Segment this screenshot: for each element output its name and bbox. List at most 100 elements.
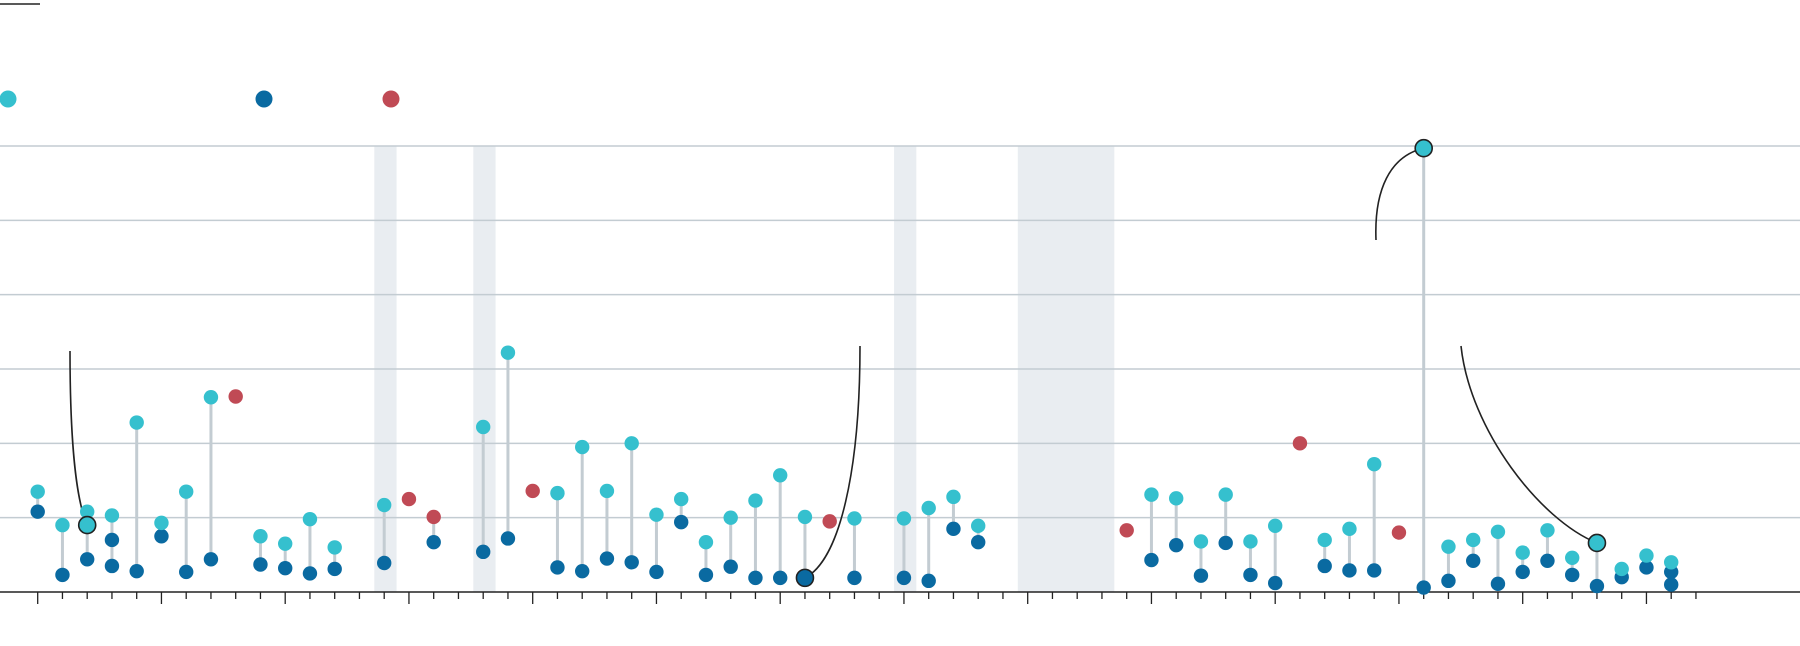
low-point	[723, 559, 738, 574]
low-point	[1268, 575, 1283, 591]
high-point	[154, 515, 169, 531]
annotation-leader-line	[69, 350, 88, 526]
low-point	[773, 570, 788, 586]
high-point	[896, 511, 912, 526]
low-point	[1218, 535, 1233, 551]
low-point	[896, 570, 912, 586]
low-point	[1169, 537, 1184, 553]
high-point	[30, 484, 45, 499]
single-point	[1292, 436, 1308, 451]
low-point	[426, 534, 441, 550]
legend-low-dot	[255, 90, 273, 108]
annotation-leader-line	[1460, 345, 1598, 544]
low-point	[1193, 568, 1209, 583]
single-point	[1391, 525, 1407, 540]
high-point	[1664, 555, 1679, 570]
high-point	[377, 497, 392, 513]
low-point	[1515, 564, 1530, 580]
low-point	[550, 560, 565, 575]
single-point	[822, 514, 837, 529]
low-point	[253, 557, 268, 572]
high-point	[1540, 523, 1555, 538]
high-point	[1193, 534, 1209, 549]
high-point	[1614, 561, 1629, 577]
high-point	[1466, 532, 1481, 548]
legend-high-dot	[0, 90, 17, 108]
low-point	[847, 570, 862, 586]
low-point	[1466, 553, 1481, 568]
low-point	[278, 561, 293, 576]
annotated-point	[1414, 138, 1433, 158]
low-point	[575, 563, 590, 579]
low-point	[946, 521, 961, 537]
low-point	[1416, 580, 1431, 595]
low-point	[1565, 567, 1580, 583]
high-point	[674, 491, 689, 507]
high-point	[278, 536, 293, 551]
high-point	[624, 436, 639, 451]
high-point	[748, 493, 763, 508]
low-point	[80, 552, 95, 567]
low-point	[30, 504, 45, 519]
low-point	[748, 570, 763, 586]
high-point	[971, 518, 986, 534]
low-point	[624, 555, 639, 570]
low-point	[377, 555, 392, 571]
low-point	[698, 567, 714, 583]
low-point	[649, 564, 664, 580]
annotated-point	[1587, 533, 1607, 553]
high-point	[847, 511, 862, 526]
annotation-leader-line	[804, 345, 861, 579]
legend-single-dot	[382, 90, 400, 108]
low-point	[104, 558, 120, 574]
low-point	[302, 566, 318, 581]
low-point	[1664, 577, 1679, 592]
single-point	[1119, 523, 1134, 538]
high-point	[649, 507, 664, 522]
high-point	[723, 510, 738, 525]
low-point	[1144, 552, 1159, 568]
high-point	[1317, 532, 1332, 548]
single-point	[426, 509, 441, 525]
low-point	[921, 573, 936, 589]
low-point	[476, 544, 491, 560]
low-point	[154, 529, 169, 544]
high-point	[575, 439, 590, 455]
low-point	[599, 551, 615, 566]
high-point	[1268, 518, 1283, 534]
high-point	[179, 484, 194, 499]
low-point	[104, 532, 120, 548]
low-point	[1243, 567, 1258, 583]
high-point	[1515, 545, 1530, 560]
low-point	[500, 531, 516, 546]
high-point	[1639, 548, 1654, 563]
annotated-point	[795, 568, 815, 588]
low-point	[203, 552, 219, 567]
high-point	[253, 529, 268, 544]
annotated-point	[77, 515, 97, 535]
low-point	[55, 567, 70, 583]
high-point	[104, 508, 120, 523]
high-point	[476, 419, 491, 435]
high-point	[203, 390, 219, 405]
high-point	[80, 504, 95, 519]
high-point	[773, 468, 788, 483]
high-point	[921, 500, 936, 516]
high-point	[1367, 456, 1382, 472]
high-point	[1218, 487, 1233, 502]
low-point	[1342, 563, 1357, 578]
single-point	[401, 491, 417, 507]
high-point	[797, 509, 813, 525]
low-point	[1639, 560, 1654, 575]
low-point	[179, 564, 194, 580]
low-point	[129, 563, 144, 579]
low-point	[674, 514, 689, 530]
low-point	[1490, 576, 1506, 592]
single-point	[228, 389, 243, 404]
single-point	[525, 483, 540, 499]
low-point	[1441, 573, 1456, 589]
high-point	[1144, 487, 1159, 502]
low-point	[1540, 553, 1555, 568]
high-point	[500, 345, 516, 360]
